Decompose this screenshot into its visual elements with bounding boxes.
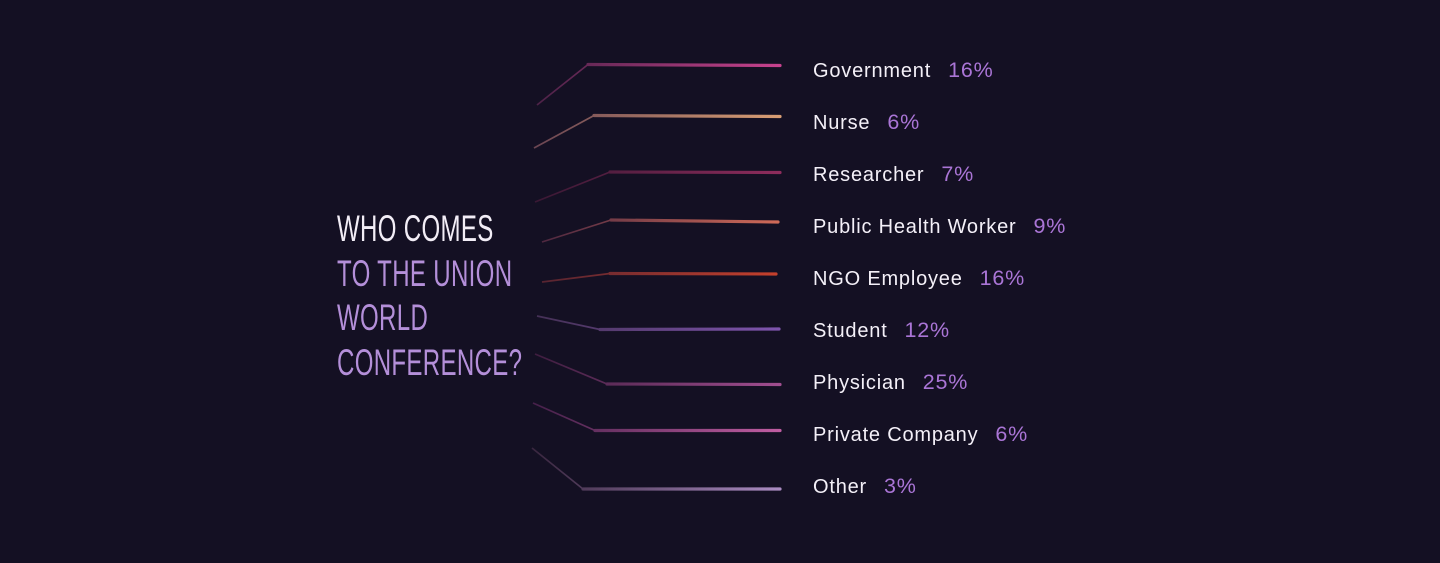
category-percent: 25% xyxy=(922,370,969,394)
category-label: Public Health Worker xyxy=(813,216,1017,238)
leader-line-government xyxy=(536,62,782,106)
category-label: Private Company xyxy=(813,424,979,446)
page-title: WHO COMES TO THE UNION WORLD CONFERENCE? xyxy=(337,207,522,385)
category-label: Nurse xyxy=(813,112,871,134)
category-label: Researcher xyxy=(813,164,925,186)
category-row-other: Other 3% xyxy=(813,472,917,501)
leader-line-student xyxy=(536,315,781,332)
category-row-researcher: Researcher 7% xyxy=(813,160,974,189)
title-line-3: WORLD xyxy=(337,297,429,338)
category-label: Physician xyxy=(813,372,906,394)
category-percent: 16% xyxy=(948,58,994,82)
leader-line-physician xyxy=(534,353,782,387)
title-line-1: WHO COMES xyxy=(337,208,494,249)
category-percent: 12% xyxy=(904,318,950,342)
category-percent: 6% xyxy=(887,110,921,134)
category-row-private-company: Private Company 6% xyxy=(813,420,1028,449)
leader-line-other xyxy=(531,447,782,491)
category-row-public-health-worker: Public Health Worker 9% xyxy=(813,212,1066,241)
category-label: Student xyxy=(813,320,888,342)
category-label: Government xyxy=(813,60,932,82)
leader-line-researcher xyxy=(534,170,782,203)
category-row-physician: Physician 25% xyxy=(813,368,968,397)
category-percent: 3% xyxy=(884,474,917,498)
leader-line-nurse xyxy=(533,113,782,149)
category-row-government: Government 16% xyxy=(813,56,994,85)
title-line-4: CONFERENCE? xyxy=(337,341,523,383)
category-percent: 9% xyxy=(1033,214,1067,238)
category-label: NGO Employee xyxy=(813,268,963,290)
category-row-student: Student 12% xyxy=(813,316,950,345)
title-line-2: TO THE UNION xyxy=(337,252,513,294)
category-row-ngo-employee: NGO Employee 16% xyxy=(813,264,1025,293)
leader-line-ngo-employee xyxy=(541,271,778,283)
category-percent: 16% xyxy=(979,266,1026,290)
category-row-nurse: Nurse 6% xyxy=(813,108,920,137)
category-percent: 6% xyxy=(995,422,1029,446)
leader-line-public-health-worker xyxy=(541,218,780,243)
category-percent: 7% xyxy=(941,162,975,186)
category-label: Other xyxy=(813,476,868,498)
leader-line-private-company xyxy=(532,402,782,433)
